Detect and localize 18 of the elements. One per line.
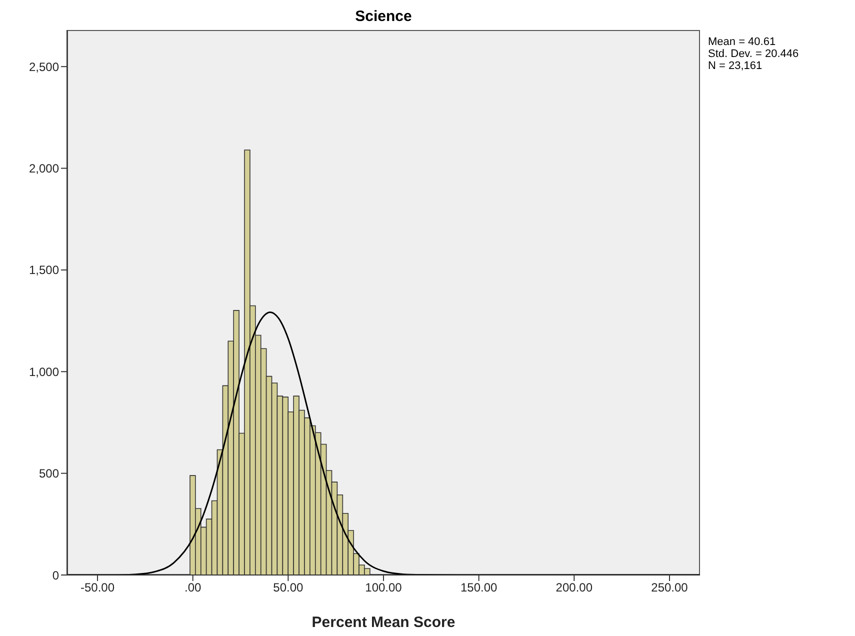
y-tick-label: 2,500	[28, 60, 60, 74]
x-axis-title: Percent Mean Score	[312, 614, 456, 631]
x-tick-label: 100.00	[365, 580, 402, 595]
x-tick-label: .00	[184, 580, 202, 595]
text: N = 23,161	[708, 60, 764, 72]
x-tick-label: 150.00	[460, 580, 498, 595]
x-tick-label: 50.00	[273, 580, 304, 595]
chart-title: Science	[354, 8, 413, 25]
x-tick-label: 200.00	[556, 580, 593, 595]
x-tick-label: -50.00	[80, 580, 115, 595]
y-tick-label: 1,000	[28, 364, 60, 379]
text: Mean = 40.61	[708, 36, 777, 48]
y-tick-label: 500	[38, 466, 60, 481]
y-tick-label: 1,500	[28, 263, 60, 278]
y-tick-label: 0	[52, 568, 60, 582]
text: Std. Dev. = 20.446	[708, 48, 799, 60]
y-tick-label: 2,000	[28, 162, 60, 176]
x-tick-label: 250.00	[651, 580, 688, 595]
